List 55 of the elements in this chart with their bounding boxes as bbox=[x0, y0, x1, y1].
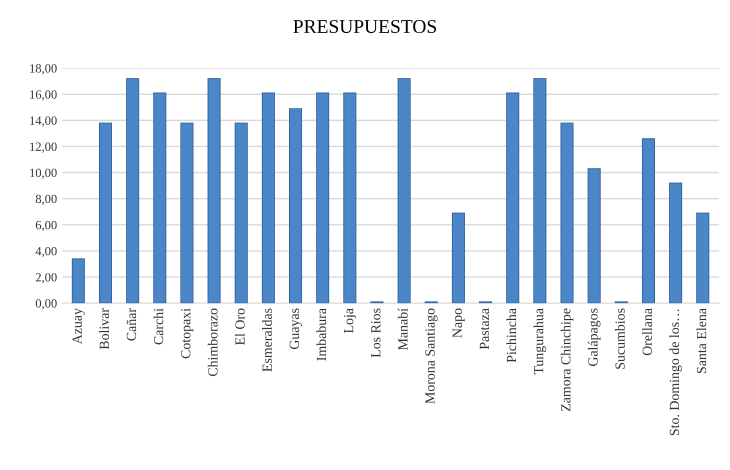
x-tick-label: Manabí bbox=[398, 308, 408, 350]
x-tick-label: Azuay bbox=[72, 308, 85, 344]
x-tick-label: Orellana bbox=[642, 308, 652, 356]
x-tick-label: Carchi bbox=[153, 308, 164, 344]
y-tick-label: 6,00 bbox=[36, 220, 57, 232]
y-tick-label: 8,00 bbox=[36, 194, 57, 205]
x-tick-label: Chimborazo bbox=[208, 308, 218, 376]
x-tick-label: Tungurahua bbox=[534, 308, 546, 374]
bar bbox=[208, 78, 221, 304]
x-tick-label: El Oro bbox=[234, 308, 245, 346]
x-tick-label: Pichincha bbox=[506, 308, 516, 362]
bar bbox=[452, 212, 465, 304]
y-tick-label: 0,00 bbox=[36, 299, 57, 310]
x-tick-label: Guayas bbox=[290, 308, 302, 350]
y-tick-label: 4,00 bbox=[36, 246, 57, 258]
x-tick-label: Napo bbox=[452, 308, 465, 338]
y-tick-label: 18,00 bbox=[30, 64, 57, 74]
bar bbox=[234, 122, 248, 304]
bar bbox=[533, 78, 546, 304]
x-tick-label: Cotopaxi bbox=[181, 308, 194, 358]
bar bbox=[669, 182, 682, 304]
bar bbox=[126, 78, 140, 304]
y-tick-label: 16,00 bbox=[30, 90, 57, 101]
bar bbox=[696, 212, 710, 304]
x-tick-label: Sucumbios bbox=[615, 308, 625, 369]
x-tick-label: Galápagos bbox=[588, 308, 600, 366]
bar bbox=[588, 168, 601, 304]
bar bbox=[262, 92, 275, 304]
x-tick-label: Loja bbox=[344, 308, 356, 334]
x-tick-label: Cañar bbox=[126, 308, 136, 341]
bar bbox=[560, 122, 574, 304]
x-tick-label: Esmeraldas bbox=[262, 308, 272, 372]
bar bbox=[153, 92, 166, 304]
x-tick-label: Imbabura bbox=[316, 308, 326, 361]
x-tick-label: Los Rios bbox=[371, 308, 380, 358]
y-tick-label: 14,00 bbox=[30, 116, 57, 127]
x-tick-label: Santa Elena bbox=[696, 308, 706, 374]
bar bbox=[72, 258, 85, 304]
bar bbox=[289, 108, 302, 304]
bar bbox=[642, 138, 655, 304]
bar bbox=[316, 92, 330, 304]
y-tick-label: 10,00 bbox=[30, 168, 57, 179]
bar bbox=[398, 78, 411, 304]
bar bbox=[98, 122, 112, 304]
x-tick-label: Sto. Domingo de los… bbox=[669, 309, 682, 436]
bar bbox=[506, 92, 520, 304]
y-tick-label: 12,00 bbox=[30, 142, 57, 153]
bar bbox=[343, 92, 356, 304]
x-tick-label: Morona Santiago bbox=[425, 308, 438, 404]
x-tick-label: Pastaza bbox=[480, 308, 490, 350]
x-tick-label: Zamora Chinchipe bbox=[560, 308, 574, 412]
bar bbox=[180, 122, 194, 304]
y-tick-label: 2,00 bbox=[36, 273, 57, 284]
x-tick-label: Bolivar bbox=[99, 308, 109, 350]
chart-title: PRESUPUESTOS bbox=[293, 20, 436, 34]
